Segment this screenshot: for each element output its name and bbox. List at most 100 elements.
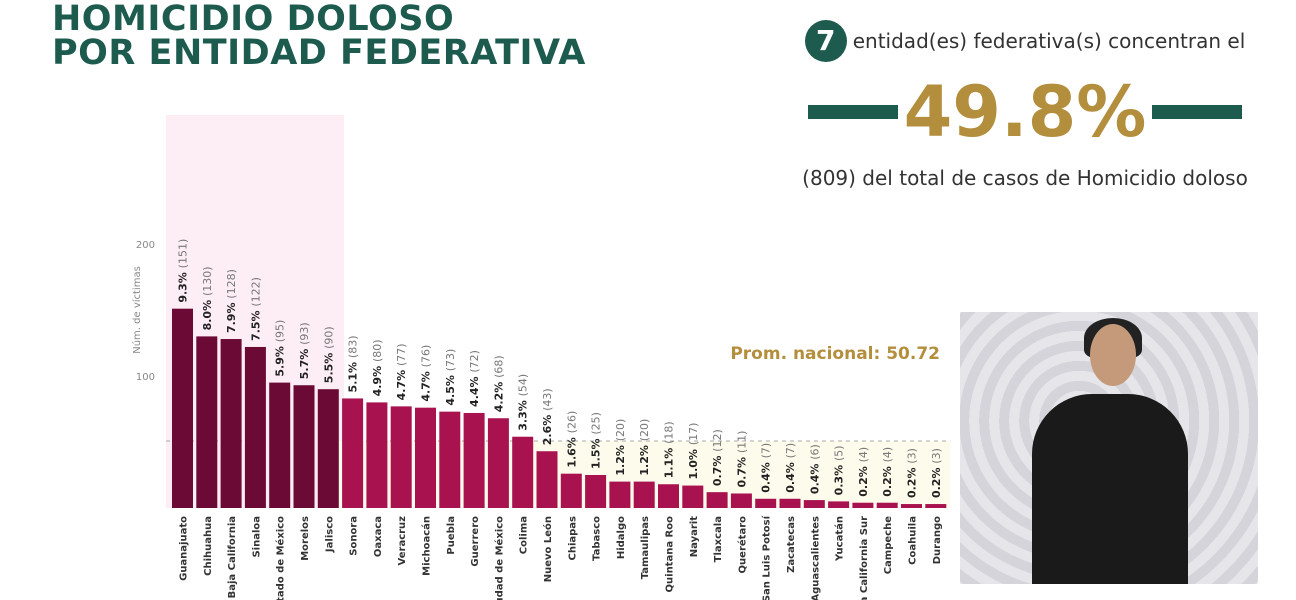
data-label-count: (7) — [784, 443, 797, 459]
data-label-count: (73) — [444, 349, 457, 372]
data-label-percent: 1.6% — [565, 433, 578, 467]
bar-6 — [317, 389, 339, 508]
bar-11 — [439, 411, 461, 508]
data-label: 0.2% (4) — [857, 447, 870, 497]
data-label: 0.7% (12) — [711, 429, 724, 486]
data-label: 3.3% (54) — [517, 374, 530, 431]
data-label-count: (18) — [663, 421, 676, 444]
data-label-percent: 5.7% — [298, 345, 311, 379]
data-label-count: (95) — [274, 320, 287, 343]
x-tick-label: Chihuahua — [203, 516, 214, 576]
x-tick-label: Tlaxcala — [713, 516, 724, 562]
data-label: 4.2% (68) — [492, 355, 505, 412]
x-tick-label: Hidalgo — [616, 516, 627, 559]
x-tick-label: Sonora — [349, 516, 360, 556]
summary-line3: (809) del total de casos de Homicidio do… — [802, 166, 1248, 190]
x-tick-label: Baja California — [227, 516, 238, 598]
y-tick-label: 200 — [136, 240, 155, 251]
summary-line1: entidad(es) federativa(s) concentran el — [852, 29, 1246, 53]
x-tick-label: San Luis Potosí — [761, 515, 773, 600]
data-label-count: (20) — [638, 419, 651, 442]
data-label-count: (128) — [225, 269, 238, 299]
x-tick-label: Zacatecas — [786, 516, 797, 573]
bar-5 — [293, 385, 315, 508]
data-label: 0.4% (7) — [784, 443, 797, 493]
data-label-count: (5) — [833, 445, 846, 461]
data-label: 2.6% (43) — [541, 388, 554, 445]
bar-28 — [852, 502, 874, 508]
data-label: 0.2% (3) — [906, 448, 919, 498]
data-label-count: (90) — [322, 326, 335, 349]
data-label-percent: 7.5% — [249, 307, 262, 341]
data-label-percent: 9.3% — [177, 268, 190, 302]
bar-12 — [463, 412, 485, 508]
data-label-count: (25) — [590, 412, 603, 435]
data-label-count: (130) — [201, 266, 214, 296]
data-label-count: (72) — [468, 350, 481, 373]
data-label-percent: 0.2% — [857, 462, 870, 496]
bar-7 — [342, 398, 364, 508]
data-label-percent: 2.6% — [541, 411, 554, 445]
data-label-percent: 4.4% — [468, 373, 481, 407]
data-label: 1.5% (25) — [590, 412, 603, 469]
x-tick-label: Nayarit — [689, 516, 700, 557]
bar-25 — [779, 498, 801, 508]
data-label-percent: 0.4% — [760, 458, 773, 492]
x-tick-label: Jalisco — [324, 516, 335, 553]
title-line-2: POR ENTIDAD FEDERATIVA — [52, 33, 586, 73]
data-label: 4.5% (73) — [444, 349, 457, 406]
count-badge: 7 — [804, 20, 847, 62]
bar-23 — [730, 493, 752, 508]
x-tick-label: Guanajuato — [179, 516, 190, 581]
x-tick-label: Chiapas — [567, 516, 578, 561]
bar-14 — [512, 436, 534, 508]
x-tick-label: Tamaulipas — [640, 516, 651, 579]
data-label-count: (4) — [881, 447, 894, 463]
x-tick-label: Michoacán — [421, 516, 433, 576]
data-label-count: (80) — [371, 339, 384, 362]
bar-30 — [901, 504, 922, 508]
x-tick-label: Estado de México — [275, 516, 287, 600]
data-label: 5.1% (83) — [347, 336, 360, 393]
data-label-percent: 7.9% — [225, 299, 238, 333]
data-label: 0.3% (5) — [833, 445, 846, 495]
data-label-percent: 0.2% — [930, 464, 943, 498]
data-label-count: (6) — [808, 444, 821, 460]
data-label-count: (17) — [687, 423, 700, 446]
data-label: 4.9% (80) — [371, 339, 384, 396]
data-label-count: (43) — [541, 388, 554, 411]
bar-13 — [487, 418, 509, 508]
data-label-percent: 1.1% — [663, 444, 676, 478]
bar-2 — [220, 339, 242, 508]
title-line-1: HOMICIDIO DOLOSO — [52, 0, 455, 39]
x-tick-label: Veracruz — [397, 516, 408, 566]
data-label-count: (83) — [347, 336, 360, 359]
data-label-count: (20) — [614, 419, 627, 442]
x-tick-label: Nuevo León — [542, 516, 554, 582]
data-label-count: (3) — [906, 448, 919, 464]
data-label-count: (54) — [517, 374, 530, 397]
x-tick-label: Oaxaca — [373, 516, 384, 557]
x-tick-label: Baja California Sur — [859, 516, 870, 600]
x-tick-label: Morelos — [300, 516, 311, 561]
data-label: 0.4% (6) — [808, 444, 821, 494]
bar-21 — [682, 485, 704, 508]
data-label: 7.5% (122) — [249, 277, 262, 341]
summary-percent: 49.8% — [903, 71, 1147, 153]
x-tick-label: Sinaloa — [251, 516, 262, 558]
data-label: 0.2% (4) — [881, 447, 894, 497]
x-tick-label: Querétaro — [736, 516, 748, 574]
bar-8 — [366, 402, 388, 508]
divider-right — [1152, 105, 1243, 119]
bar-9 — [390, 406, 412, 508]
data-label-percent: 4.7% — [395, 366, 408, 400]
data-label-count: (122) — [249, 277, 262, 307]
data-label-count: (26) — [565, 411, 578, 434]
data-label: 5.5% (90) — [322, 326, 335, 383]
x-tick-label: Puebla — [446, 516, 457, 555]
bar-19 — [633, 481, 655, 508]
data-label-percent: 0.2% — [881, 462, 894, 496]
bar-10 — [415, 407, 436, 508]
data-label-percent: 0.7% — [711, 452, 724, 486]
x-tick-label: Yucatán — [834, 516, 846, 562]
